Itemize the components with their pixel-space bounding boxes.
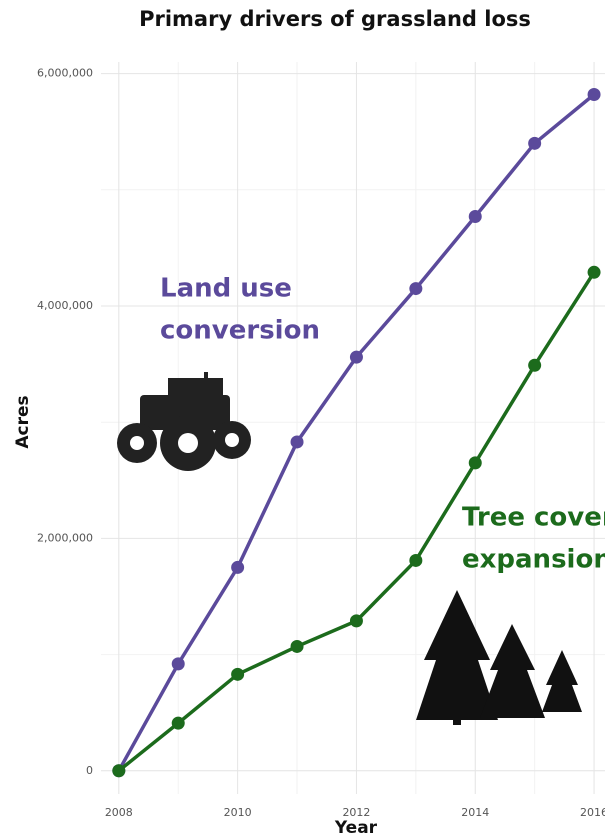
x-tick-label: 2010 xyxy=(224,806,252,819)
x-axis-label: Year xyxy=(334,818,378,838)
y-tick-label: 6,000,000 xyxy=(37,67,93,80)
data-point xyxy=(588,266,601,279)
annotation: expansion xyxy=(462,545,605,575)
data-point xyxy=(350,351,363,364)
annotation: conversion xyxy=(160,316,320,346)
data-point xyxy=(291,435,304,448)
data-point xyxy=(231,668,244,681)
tractor-icon xyxy=(117,372,251,471)
data-point xyxy=(172,717,185,730)
data-point xyxy=(231,561,244,574)
x-tick-label: 2016 xyxy=(580,806,605,819)
data-point xyxy=(409,282,422,295)
data-point xyxy=(172,657,185,670)
annotation: Tree cover xyxy=(462,503,605,533)
data-point xyxy=(528,359,541,372)
data-point xyxy=(528,137,541,150)
chart: Primary drivers of grassland loss Year A… xyxy=(0,0,605,838)
data-point xyxy=(469,456,482,469)
data-point xyxy=(350,614,363,627)
data-point xyxy=(469,210,482,223)
annotation: Land use xyxy=(160,274,292,304)
data-point xyxy=(291,640,304,653)
data-point xyxy=(588,88,601,101)
x-tick-label: 2012 xyxy=(342,806,370,819)
chart-title: Primary drivers of grassland loss xyxy=(139,7,531,31)
trees-icon xyxy=(416,590,582,725)
x-tick-label: 2014 xyxy=(461,806,489,819)
y-tick-label: 4,000,000 xyxy=(37,299,93,312)
x-tick-label: 2008 xyxy=(105,806,133,819)
y-tick-label: 2,000,000 xyxy=(37,531,93,544)
data-point xyxy=(112,764,125,777)
y-tick-label: 0 xyxy=(86,764,93,777)
data-point xyxy=(409,554,422,567)
y-axis-label: Acres xyxy=(13,395,33,448)
